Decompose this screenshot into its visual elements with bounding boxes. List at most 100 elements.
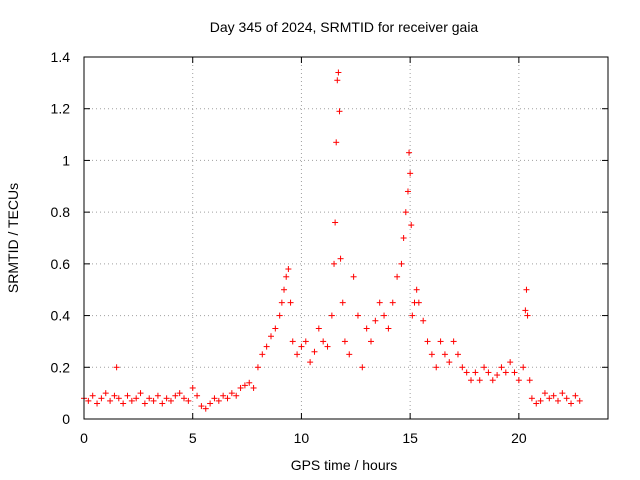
data-point <box>311 348 318 355</box>
data-point <box>228 390 235 397</box>
data-point <box>389 299 396 306</box>
data-point <box>332 219 339 226</box>
data-point <box>428 351 435 358</box>
x-axis-ticks: 0 5 10 15 20 <box>80 57 527 446</box>
data-point <box>267 333 274 340</box>
data-point <box>202 405 209 412</box>
data-point <box>415 299 422 306</box>
data-point <box>502 369 509 376</box>
data-point <box>115 395 122 402</box>
data-point <box>172 392 179 399</box>
data-point <box>163 395 170 402</box>
data-point <box>454 351 461 358</box>
data-point <box>137 390 144 397</box>
data-points <box>81 69 583 412</box>
data-point <box>550 392 557 399</box>
data-point <box>407 170 414 177</box>
x-tick-label: 0 <box>80 430 88 446</box>
data-point <box>254 364 261 371</box>
data-point <box>433 364 440 371</box>
data-point <box>413 286 420 293</box>
data-point <box>450 338 457 345</box>
data-point <box>404 188 411 195</box>
data-point <box>94 400 101 407</box>
data-point <box>89 392 96 399</box>
data-point <box>372 317 379 324</box>
data-point <box>181 395 188 402</box>
data-point <box>259 351 266 358</box>
data-point <box>211 395 218 402</box>
data-point <box>568 400 575 407</box>
data-point <box>302 338 309 345</box>
y-tick-label: 0.2 <box>51 359 71 375</box>
data-point <box>333 139 340 146</box>
data-point <box>489 377 496 384</box>
data-point <box>408 222 415 229</box>
data-point <box>233 392 240 399</box>
data-point <box>522 307 529 314</box>
data-point <box>385 325 392 332</box>
data-point <box>576 397 583 404</box>
y-axis-label: SRMTID / TECUs <box>5 183 21 293</box>
data-point <box>559 390 566 397</box>
y-axis-ticks: 0 0.2 0.4 0.6 0.8 1 1.2 1.4 <box>51 49 608 427</box>
data-point <box>515 377 522 384</box>
data-point <box>185 397 192 404</box>
data-point <box>463 369 470 376</box>
data-point <box>113 364 120 371</box>
y-tick-label: 1.4 <box>51 49 71 65</box>
data-point <box>281 286 288 293</box>
data-point <box>224 395 231 402</box>
data-point <box>346 351 353 358</box>
data-point <box>287 299 294 306</box>
data-point <box>241 382 248 389</box>
data-point <box>124 392 131 399</box>
data-point <box>376 299 383 306</box>
data-point <box>394 273 401 280</box>
data-point <box>554 397 561 404</box>
y-tick-label: 0.4 <box>51 308 71 324</box>
y-tick-label: 0.6 <box>51 256 71 272</box>
data-point <box>263 343 270 350</box>
data-point <box>398 260 405 267</box>
data-point <box>354 312 361 319</box>
data-point <box>120 400 127 407</box>
data-point <box>572 392 579 399</box>
data-point <box>336 108 343 115</box>
data-point <box>176 390 183 397</box>
data-point <box>167 397 174 404</box>
data-point <box>472 369 479 376</box>
data-point <box>335 69 342 76</box>
y-tick-label: 1.2 <box>51 101 71 117</box>
data-point <box>146 395 153 402</box>
data-point <box>298 343 305 350</box>
data-point <box>533 400 540 407</box>
data-point <box>528 395 535 402</box>
data-point <box>102 390 109 397</box>
data-point <box>541 390 548 397</box>
data-point <box>141 400 148 407</box>
data-point <box>526 377 533 384</box>
data-point <box>511 369 518 376</box>
data-point <box>307 359 314 366</box>
data-point <box>237 384 244 391</box>
data-point <box>420 317 427 324</box>
data-point <box>276 312 283 319</box>
data-point <box>154 392 161 399</box>
data-point <box>328 312 335 319</box>
plot-frame <box>83 56 609 420</box>
data-point <box>337 255 344 262</box>
data-point <box>294 351 301 358</box>
data-point <box>537 397 544 404</box>
data-point <box>498 364 505 371</box>
data-point <box>207 400 214 407</box>
data-point <box>111 392 118 399</box>
data-point <box>320 338 327 345</box>
data-point <box>481 364 488 371</box>
y-tick-label: 1 <box>62 152 70 168</box>
grid-lines <box>84 57 608 419</box>
x-tick-label: 5 <box>189 430 197 446</box>
data-point <box>98 395 105 402</box>
data-point <box>485 369 492 376</box>
